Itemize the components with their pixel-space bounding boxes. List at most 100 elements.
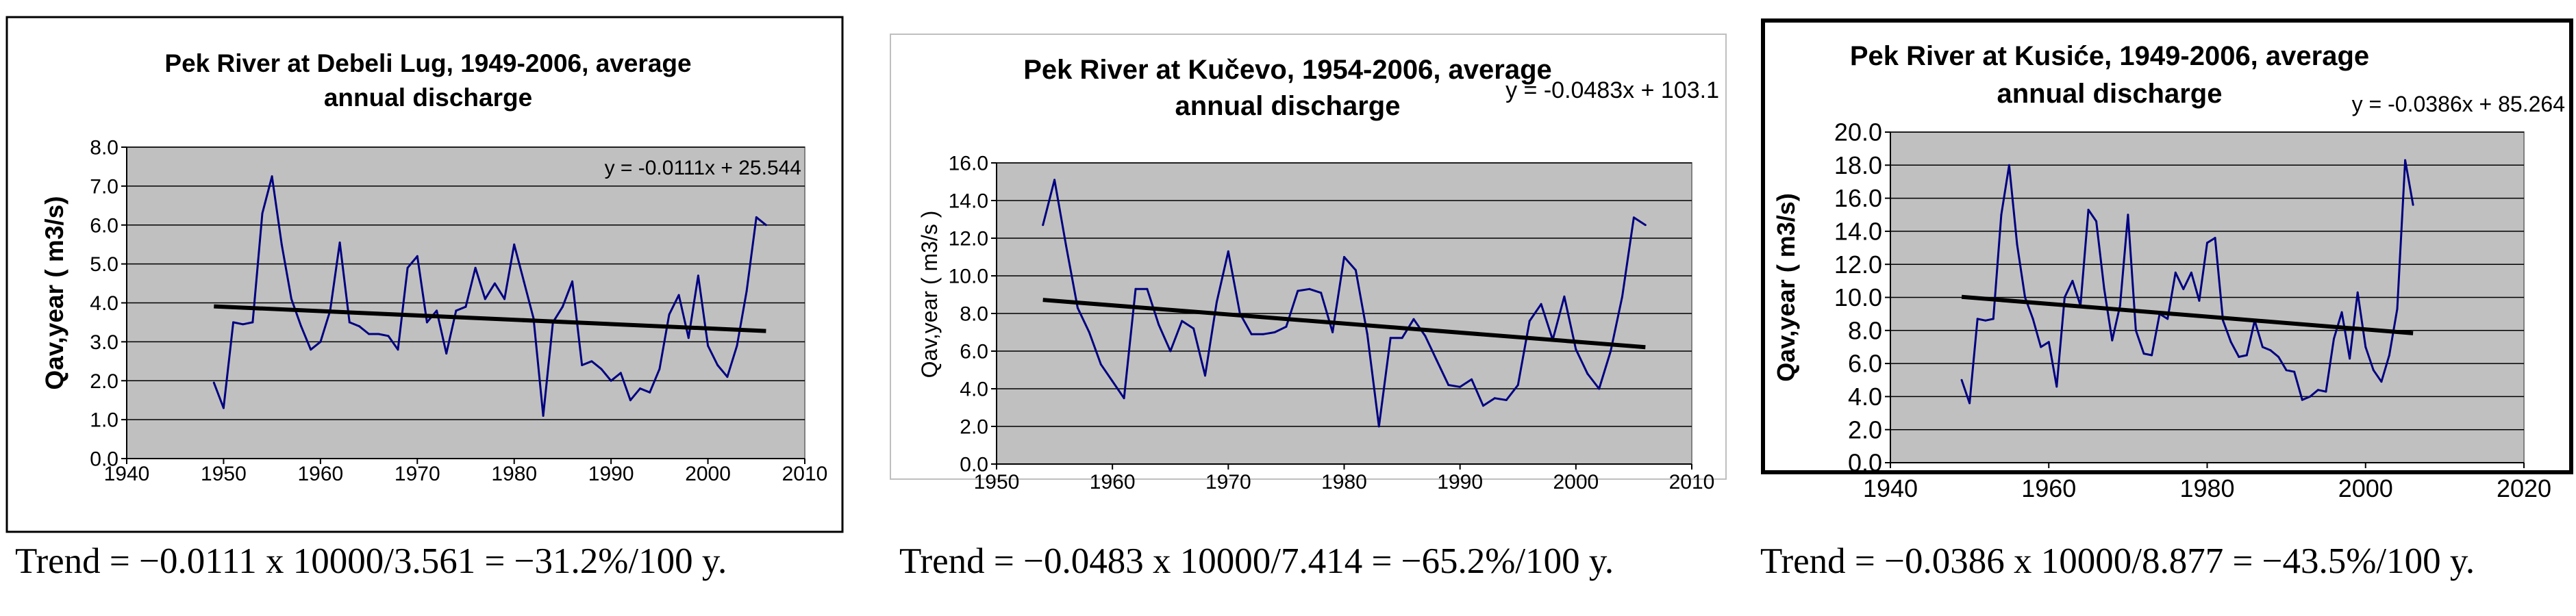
chart-3-data-point: [2190, 271, 2192, 274]
chart-3-data-point: [2111, 339, 2114, 342]
chart-2-data-point: [1563, 295, 1566, 298]
chart-3-y-tick-label: 20.0: [1834, 118, 1882, 146]
chart-3-data-point: [2396, 307, 2399, 310]
chart-2-y-tick-label: 10.0: [949, 266, 988, 288]
chart-2-data-point: [1146, 287, 1149, 290]
chart-kucevo: Pek River at Kučevo, 1954-2006, average …: [917, 55, 1719, 493]
chart-3-y-tick-label: 2.0: [1848, 415, 1882, 444]
chart-1-y-tick-label: 0.0: [90, 448, 118, 471]
chart-3-data-point: [2134, 329, 2137, 332]
chart-1-data-point: [629, 399, 632, 402]
chart-3-data-point: [2198, 299, 2201, 302]
chart-3-data-point: [2412, 203, 2414, 206]
chart-1-data-point: [310, 348, 312, 351]
chart-1-data-point: [397, 348, 399, 351]
chart-2-y-tick-label: 8.0: [960, 303, 988, 326]
chart-3-data-point: [2293, 370, 2296, 373]
chart-2-x-tick-label: 1970: [1205, 471, 1251, 493]
chart-1-trend-line: [214, 304, 766, 333]
chart-2-data-point: [1250, 333, 1253, 335]
chart-1-y-tick-label: 3.0: [90, 331, 118, 354]
chart-3-data-point: [2316, 389, 2319, 392]
chart-1-title-line-2: annual discharge: [324, 84, 532, 112]
chart-3-data-point: [2174, 271, 2177, 274]
chart-2-x-tick-label: 1950: [974, 471, 1020, 493]
chart-3-data-point: [2008, 164, 2010, 166]
chart-2-y-tick-label: 14.0: [949, 190, 988, 213]
chart-3-x-tick-label: 2020: [2497, 474, 2551, 502]
chart-2-data-point: [1610, 350, 1612, 352]
chart-1-data-point: [658, 368, 661, 370]
chart-3-y-tick-label: 16.0: [1834, 184, 1882, 212]
chart-2-data-point: [1412, 318, 1415, 320]
chart-1-data-point: [358, 325, 360, 328]
chart-3-data-point: [2166, 318, 2169, 320]
chart-1-data-point: [368, 333, 371, 335]
chart-1-data-point: [755, 216, 758, 218]
trend-caption-1: Trend = −0.0111 x 10000/3.561 = −31.2%/1…: [15, 541, 727, 581]
chart-3-y-tick-label: 4.0: [1848, 383, 1882, 411]
chart-1-equation: y = -0.0111x + 25.544: [605, 157, 801, 179]
chart-3-data-point: [2372, 369, 2375, 372]
chart-2-data-point: [1436, 359, 1438, 362]
chart-3-data-point: [2277, 355, 2280, 358]
chart-2-data-point: [1308, 287, 1311, 290]
chart-3-equation: y = -0.0386x + 85.264: [2352, 92, 2565, 116]
chart-1-y-tick-label: 5.0: [90, 253, 118, 276]
chart-3-data-point: [2245, 354, 2248, 357]
chart-1-data-point: [542, 414, 545, 417]
chart-2-data-point: [1424, 335, 1427, 337]
chart-3-trend-line: [1961, 294, 2414, 335]
chart-2-data-point: [1053, 179, 1056, 181]
chart-3-data-point: [2000, 214, 2003, 216]
chart-2-data-point: [1377, 425, 1380, 428]
chart-1-x-tick-label: 2010: [782, 463, 828, 485]
chart-2-data-point: [1586, 372, 1589, 375]
chart-2-data-point: [1273, 331, 1276, 333]
chart-2-data-point: [1598, 387, 1601, 390]
chart-1-data-point: [697, 274, 699, 277]
chart-3-data-point: [1992, 318, 1994, 320]
chart-2-x-tick-label: 2010: [1669, 471, 1715, 493]
chart-2-data-point: [1227, 250, 1229, 253]
chart-kusice: Pek River at Kusiće, 1949-2006, average …: [1772, 41, 2565, 502]
chart-3-y-tick-label: 0.0: [1848, 449, 1882, 477]
chart-2-data-point: [1389, 337, 1392, 339]
chart-3-data-point: [2206, 242, 2208, 244]
chart-debeli-lug: Pek River at Debeli Lug, 1949-2006, aver…: [40, 49, 827, 485]
chart-3-data-point: [2047, 341, 2050, 344]
chart-2-data-point: [1192, 327, 1195, 330]
chart-3-x-tick-label: 1940: [1863, 474, 1918, 502]
chart-2-data-point: [1528, 320, 1531, 322]
chart-2-x-tick-label: 1990: [1437, 471, 1483, 493]
chart-1-data-point: [338, 241, 341, 244]
chart-1-series-line: [212, 175, 767, 417]
chart-1-data-point: [416, 255, 418, 257]
chart-3-data-point: [2024, 296, 2027, 298]
chart-1-data-point: [484, 298, 486, 300]
chart-3-data-point: [2103, 287, 2105, 290]
chart-2-data-point: [1076, 307, 1079, 309]
chart-1-data-point: [445, 352, 448, 355]
chart-3-data-point: [1968, 402, 1971, 405]
chart-3-data-point: [2016, 243, 2018, 246]
chart-1-data-point: [377, 333, 380, 335]
chart-2-y-tick-label: 0.0: [960, 454, 988, 476]
chart-2-x-tick-label: 1980: [1321, 471, 1367, 493]
chart-1-data-point: [561, 305, 564, 308]
chart-3-data-point: [2285, 369, 2288, 372]
chart-3-data-point: [2182, 287, 2185, 290]
chart-1-data-point: [726, 376, 729, 378]
chart-1-data-point: [523, 280, 525, 283]
chart-3-y-tick-label: 6.0: [1848, 350, 1882, 378]
chart-1-data-point: [464, 305, 467, 308]
chart-1-data-point: [212, 381, 215, 384]
chart-2-data-point: [1285, 325, 1288, 328]
chart-2-data-point: [1181, 320, 1184, 322]
chart-2-y-tick-label: 12.0: [949, 228, 988, 251]
chart-2-data-point: [1505, 399, 1508, 401]
chart-1-data-point: [300, 325, 303, 328]
chart-1-data-point: [571, 280, 574, 283]
chart-2-equation: y = -0.0483x + 103.1: [1505, 77, 1719, 103]
